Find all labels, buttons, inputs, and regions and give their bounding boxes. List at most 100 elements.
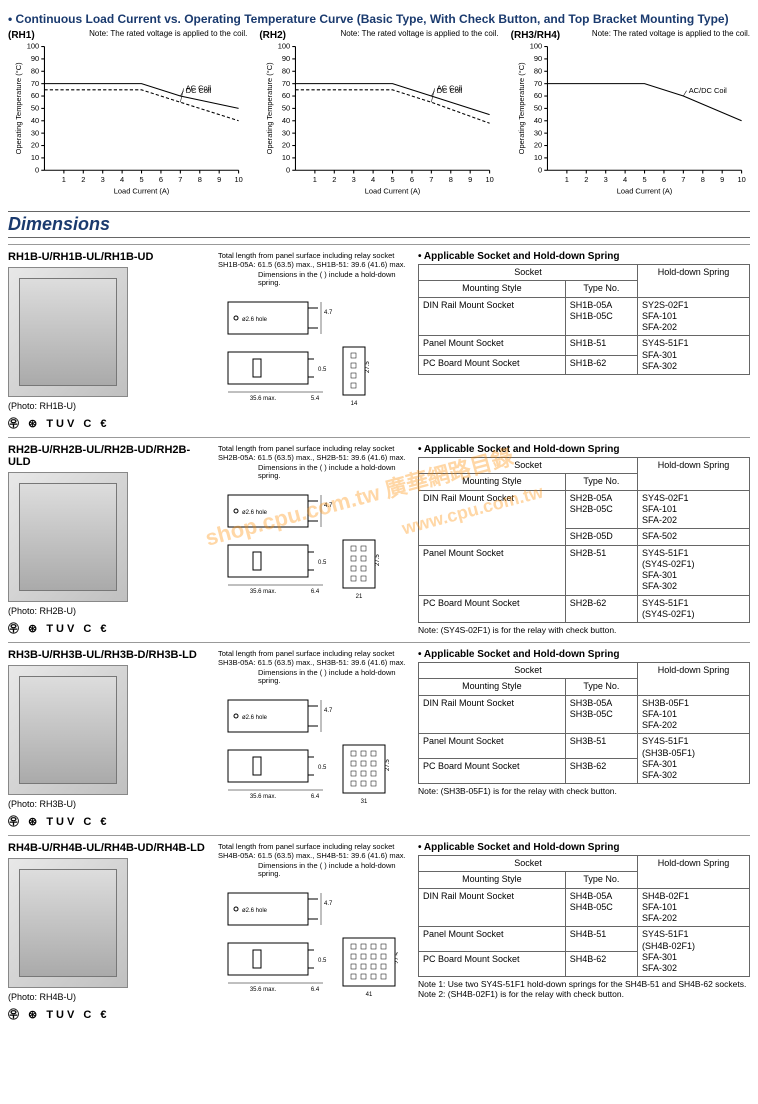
svg-text:ø2.6 hole: ø2.6 hole (242, 317, 268, 323)
dim-subnote: Dimensions in the ( ) include a hold-dow… (258, 862, 408, 879)
svg-text:80: 80 (282, 66, 290, 75)
svg-text:60: 60 (282, 91, 290, 100)
chart-svg: 010203040506070809010012345678910Load Cu… (259, 38, 498, 198)
svg-text:6.4: 6.4 (311, 794, 320, 800)
product-block: RH1B-U/RH1B-UL/RH1B-UD (Photo: RH1B-U) ㉾… (8, 244, 750, 431)
svg-text:AC/DC Coil: AC/DC Coil (688, 86, 726, 95)
svg-text:1: 1 (62, 175, 66, 184)
svg-text:0: 0 (35, 165, 39, 174)
svg-text:Operating Temperature (°C): Operating Temperature (°C) (517, 62, 526, 154)
socket-table: SocketHold-down Spring Mounting StyleTyp… (418, 457, 750, 623)
product-block: RH4B-U/RH4B-UL/RH4B-UD/RH4B-LD (Photo: R… (8, 835, 750, 1022)
svg-text:1: 1 (313, 175, 317, 184)
charts-row: (RH1) Note: The rated voltage is applied… (8, 30, 750, 201)
svg-text:5: 5 (642, 175, 646, 184)
cert-icons: ㉾ ⊛ TUV C € (8, 415, 208, 431)
table-title: • Applicable Socket and Hold-down Spring (418, 444, 750, 455)
svg-text:Operating Temperature (°C): Operating Temperature (°C) (265, 62, 274, 154)
svg-text:Load Current (A): Load Current (A) (114, 187, 170, 196)
svg-text:4: 4 (120, 175, 124, 184)
table-row: DIN Rail Mount SocketSH1B-05ASH1B-05CSY2… (419, 297, 750, 336)
svg-text:40: 40 (282, 116, 290, 125)
dim-drawing: ø2.6 hole 4.7 0.5 35.6 max. 5.4 27.5 14 (218, 292, 398, 422)
svg-text:0.5: 0.5 (318, 367, 327, 373)
svg-text:4: 4 (371, 175, 375, 184)
table-title: • Applicable Socket and Hold-down Spring (418, 842, 750, 853)
svg-text:70: 70 (282, 79, 290, 88)
svg-text:50: 50 (31, 104, 39, 113)
svg-text:27.5: 27.5 (395, 951, 398, 963)
chart-svg: 010203040506070809010012345678910Load Cu… (511, 38, 750, 198)
photo-caption: (Photo: RH4B-U) (8, 992, 208, 1002)
svg-text:2: 2 (81, 175, 85, 184)
table-row: DIN Rail Mount SocketSH3B-05ASH3B-05CSH3… (419, 695, 750, 734)
svg-text:2: 2 (584, 175, 588, 184)
chart-note: Note: The rated voltage is applied to th… (8, 29, 247, 38)
svg-text:9: 9 (217, 175, 221, 184)
svg-text:4.7: 4.7 (324, 503, 333, 509)
svg-text:10: 10 (486, 175, 494, 184)
product-photo (8, 472, 128, 602)
dim-subnote: Dimensions in the ( ) include a hold-dow… (258, 669, 408, 686)
model-title: RH2B-U/RH2B-UL/RH2B-UD/RH2B-ULD (8, 444, 208, 468)
svg-text:27.5: 27.5 (365, 360, 371, 372)
svg-text:Operating Temperature (°C): Operating Temperature (°C) (14, 62, 23, 154)
svg-text:70: 70 (31, 79, 39, 88)
svg-text:30: 30 (282, 128, 290, 137)
svg-text:9: 9 (468, 175, 472, 184)
photo-caption: (Photo: RH2B-U) (8, 606, 208, 616)
svg-text:4: 4 (623, 175, 627, 184)
dimensions-heading: Dimensions (8, 211, 750, 238)
chart-note: Note: The rated voltage is applied to th… (259, 29, 498, 38)
svg-text:35.6 max.: 35.6 max. (250, 987, 277, 993)
table-row: Panel Mount SocketSH4B-51SY4S-51F1(SH4B-… (419, 927, 750, 952)
svg-text:20: 20 (282, 141, 290, 150)
svg-text:90: 90 (533, 54, 541, 63)
svg-text:70: 70 (533, 79, 541, 88)
svg-text:Load Current (A): Load Current (A) (365, 187, 421, 196)
table-row: DIN Rail Mount SocketSH4B-05ASH4B-05CSH4… (419, 888, 750, 927)
table-row: Panel Mount SocketSH2B-51SY4S-51F1(SY4S-… (419, 545, 750, 595)
svg-text:8: 8 (449, 175, 453, 184)
svg-text:30: 30 (533, 128, 541, 137)
chart-cell: (RH3/RH4) Note: The rated voltage is app… (511, 30, 750, 201)
svg-text:ø2.6 hole: ø2.6 hole (242, 510, 268, 516)
svg-text:Load Current (A): Load Current (A) (616, 187, 672, 196)
dim-drawing: ø2.6 hole 4.7 0.5 35.6 max. 6.4 27.5 41 (218, 883, 398, 1013)
socket-table: SocketHold-down Spring Mounting StyleTyp… (418, 264, 750, 375)
dim-note: Total length from panel surface includin… (218, 649, 408, 667)
svg-text:20: 20 (31, 141, 39, 150)
svg-text:60: 60 (31, 91, 39, 100)
dim-drawing: ø2.6 hole 4.7 0.5 35.6 max. 6.4 27.5 31 (218, 690, 398, 820)
svg-text:AC Coil: AC Coil (186, 83, 212, 92)
model-title: RH3B-U/RH3B-UL/RH3B-D/RH3B-LD (8, 649, 208, 661)
product-photo (8, 267, 128, 397)
section-title: • Continuous Load Current vs. Operating … (8, 12, 750, 26)
cert-icons: ㉾ ⊛ TUV C € (8, 813, 208, 829)
svg-text:35.6 max.: 35.6 max. (250, 589, 277, 595)
svg-text:10: 10 (31, 153, 39, 162)
svg-text:0: 0 (538, 165, 542, 174)
table-footnote: Note 1: Use two SY4S-51F1 hold-down spri… (418, 979, 750, 999)
svg-text:31: 31 (361, 799, 368, 805)
svg-text:6.4: 6.4 (311, 987, 320, 993)
svg-text:1: 1 (564, 175, 568, 184)
svg-text:10: 10 (282, 153, 290, 162)
table-footnote: Note: (SH3B-05F1) is for the relay with … (418, 786, 750, 796)
svg-text:6: 6 (410, 175, 414, 184)
svg-text:30: 30 (31, 128, 39, 137)
svg-text:ø2.6 hole: ø2.6 hole (242, 908, 268, 914)
table-title: • Applicable Socket and Hold-down Spring (418, 649, 750, 660)
table-row: DIN Rail Mount SocketSH2B-05ASH2B-05CSY4… (419, 490, 750, 529)
svg-text:0.5: 0.5 (318, 560, 327, 566)
table-row: Panel Mount SocketSH3B-51SY4S-51F1(SH3B-… (419, 734, 750, 759)
svg-text:6.4: 6.4 (311, 589, 320, 595)
svg-text:AC Coil: AC Coil (437, 83, 463, 92)
svg-text:3: 3 (352, 175, 356, 184)
svg-text:4.7: 4.7 (324, 708, 333, 714)
svg-text:4.7: 4.7 (324, 310, 333, 316)
cert-icons: ㉾ ⊛ TUV C € (8, 1006, 208, 1022)
socket-table: SocketHold-down Spring Mounting StyleTyp… (418, 662, 750, 784)
dim-drawing: ø2.6 hole 4.7 0.5 35.6 max. 6.4 27.5 21 (218, 485, 398, 615)
socket-table: SocketHold-down Spring Mounting StyleTyp… (418, 855, 750, 977)
